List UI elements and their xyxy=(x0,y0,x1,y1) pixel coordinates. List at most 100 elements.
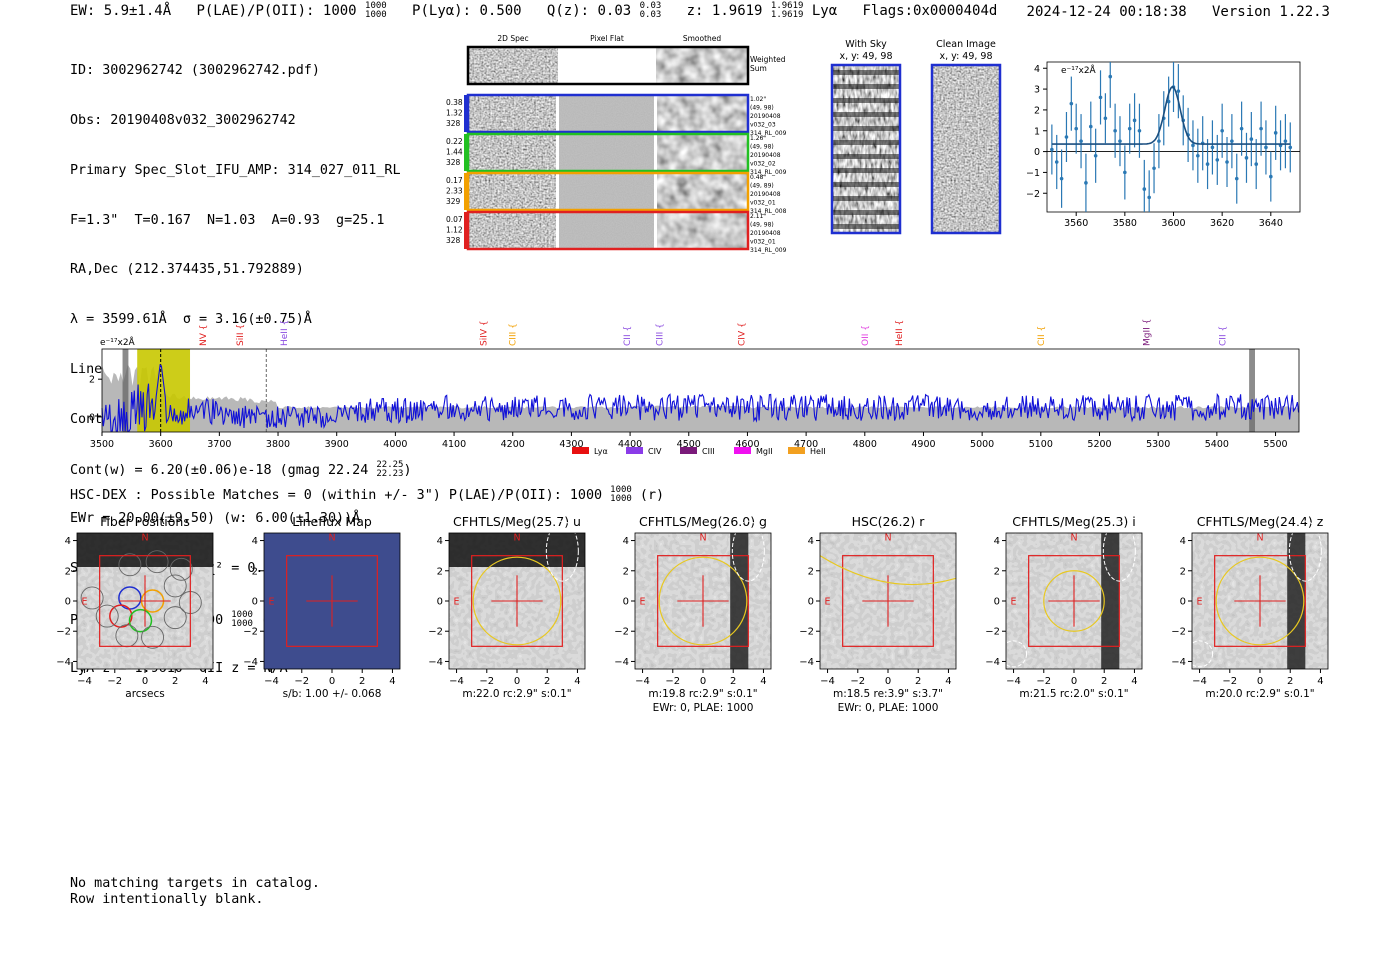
thumb-xtick-label: 2 xyxy=(544,676,550,687)
cutout-divider xyxy=(654,95,657,132)
thumb-xtick-label: 2 xyxy=(915,676,921,687)
cutout-left-label: 1.44 xyxy=(446,148,463,157)
spectrum-xtick-label: 5000 xyxy=(970,439,994,450)
catalog-note-line2: Row intentionally blank. xyxy=(70,891,264,907)
cutout-right-label: 20190408 xyxy=(750,113,781,120)
thumb-xtick-label: −4 xyxy=(1192,676,1207,687)
spectrum-line-label: CIII { xyxy=(509,323,519,346)
thumb-aperture-box xyxy=(842,555,934,647)
weighted-label-2: Sum xyxy=(750,64,767,73)
linefit-point xyxy=(1084,181,1088,185)
thumb-ytick-label: 0 xyxy=(994,597,1000,608)
linefit-point xyxy=(1118,139,1122,143)
thumb-aperture-box xyxy=(657,555,749,647)
linefit-ytick-label: 1 xyxy=(1034,126,1040,137)
linefit-point xyxy=(1103,116,1108,121)
linefit-point xyxy=(1074,126,1078,131)
cutout-flat xyxy=(558,212,656,249)
thumb-xtick-label: −4 xyxy=(449,676,464,687)
hsc-end: (r) xyxy=(639,488,665,503)
header-meta: 2024-12-24 00:18:38 Version 1.22.3 xyxy=(1027,4,1330,20)
info-plae: P(LAE)/P(OII): 1000 xyxy=(70,612,224,628)
thumb-source-ellipse xyxy=(819,555,957,586)
cutout-right-label: 1.26" xyxy=(750,135,766,142)
with-sky-frame xyxy=(830,63,902,235)
z-value: z: 1.9619 xyxy=(686,3,763,19)
linefit-point xyxy=(1157,139,1161,143)
info-plae-sub: 1000 xyxy=(231,618,253,629)
info-id: ID: 3002962742 (3002962742.pdf) xyxy=(70,63,320,79)
linefit-point xyxy=(1210,145,1215,150)
cutout-left-label: 0.22 xyxy=(446,137,463,146)
weighted-label-1: Weighted xyxy=(750,55,786,64)
thumb-xtick-label: 4 xyxy=(760,676,766,687)
header-summary: EW: 5.9±1.4Å P(LAE)/P(OII): 1000 1000 100… xyxy=(70,2,997,20)
cutout-left-label: 0.07 xyxy=(446,215,463,224)
thumb-east-label: E xyxy=(825,597,831,608)
legend-swatch xyxy=(626,447,643,454)
thumb-xtick-label: 4 xyxy=(945,676,951,687)
hsc-sub: 1000 xyxy=(610,494,632,504)
thumb-source-ellipse xyxy=(1215,556,1305,646)
info-plae-w-sub: 1000 xyxy=(333,618,356,629)
cutout-col-label: Pixel Flat xyxy=(590,34,624,43)
thumb-ytick-label: 4 xyxy=(623,536,629,547)
spectrum-line-label: CII { xyxy=(1037,326,1047,346)
info-contn: Cont(n) = 1.80(±0.73)e-18 xyxy=(70,411,272,427)
spectrum-line-label: SiIV { xyxy=(479,320,489,346)
spectrum-xtick-label: 4700 xyxy=(794,439,818,450)
linefit-point xyxy=(1234,176,1239,181)
cutout-marker xyxy=(464,134,467,171)
weighted-frame xyxy=(466,45,750,86)
thumb-ytick-label: −4 xyxy=(614,657,629,668)
thumb-north-label: N xyxy=(884,533,891,544)
thumb-caption-2: EWr: 0, PLAE: 1000 xyxy=(838,702,939,714)
thumb-source-ellipse xyxy=(1043,570,1105,632)
thumb-xtick-label: −2 xyxy=(479,676,494,687)
linefit-point xyxy=(1113,128,1117,133)
thumb-title: CFHTLS/Meg(24.4) z xyxy=(1197,514,1324,529)
linefit-point xyxy=(1269,174,1273,179)
z-sub: 1.9619 xyxy=(770,10,804,20)
cutout-2d xyxy=(468,173,558,210)
thumb-caption: m:18.5 re:3.9" s:3.7" xyxy=(833,688,943,700)
thumb-dark-region xyxy=(1287,533,1306,669)
cutout-smooth xyxy=(656,134,748,171)
linefit-point xyxy=(1176,89,1181,93)
cutout-smooth xyxy=(656,95,748,132)
linefit-xtick-label: 3620 xyxy=(1210,218,1234,229)
linefit-point xyxy=(1152,166,1156,171)
info-obs: Obs: 20190408v032_3002962742 xyxy=(70,112,296,128)
plya-value: P(Lyα): 0.500 xyxy=(412,3,522,19)
linefit-ytick-label: 3 xyxy=(1034,85,1040,96)
cutout-right-label: 2.11" xyxy=(750,213,766,220)
plae-sup: 1000 xyxy=(365,1,387,11)
spectrum-xtick-label: 5100 xyxy=(1029,439,1053,450)
thumb-ytick-label: 2 xyxy=(994,566,1000,577)
cutout-divider xyxy=(654,134,657,171)
cutout-col-label: Smoothed xyxy=(683,34,722,43)
cutout-right-label: (49, 98) xyxy=(750,222,774,229)
clean-coords: x, y: 49, 98 xyxy=(939,51,992,62)
cutout-divider xyxy=(654,212,657,249)
thumb-east-label: E xyxy=(454,597,460,608)
clean-image xyxy=(932,65,1000,233)
linefit-ytick-label: 0 xyxy=(1034,147,1040,158)
thumb-ytick-label: −2 xyxy=(1171,627,1186,638)
thumb-xtick-label: 0 xyxy=(1257,676,1263,687)
thumb-neighbor-ellipse xyxy=(731,520,765,582)
with-sky-image xyxy=(832,65,900,233)
cutout-flat xyxy=(558,173,656,210)
line-fit-plot: 3560 3580 3600 3620 3640 −2 −1 0 1 2 3 4 e⁻¹⁷x2Å xyxy=(1026,61,1301,229)
linefit-point xyxy=(1123,170,1127,175)
info-plae-sup: 1000 xyxy=(231,609,253,620)
ew-value: EW: 5.9±1.4Å xyxy=(70,3,172,19)
cutout-right-label: v032_01 xyxy=(750,200,776,207)
thumb-east-label: E xyxy=(1197,597,1203,608)
cutout-right-label: v032_01 xyxy=(750,239,776,246)
clean-title: Clean Image xyxy=(936,39,996,50)
cutout-left-label: 328 xyxy=(446,236,461,245)
linefit-point xyxy=(1288,145,1293,150)
legend-swatch xyxy=(572,447,589,454)
